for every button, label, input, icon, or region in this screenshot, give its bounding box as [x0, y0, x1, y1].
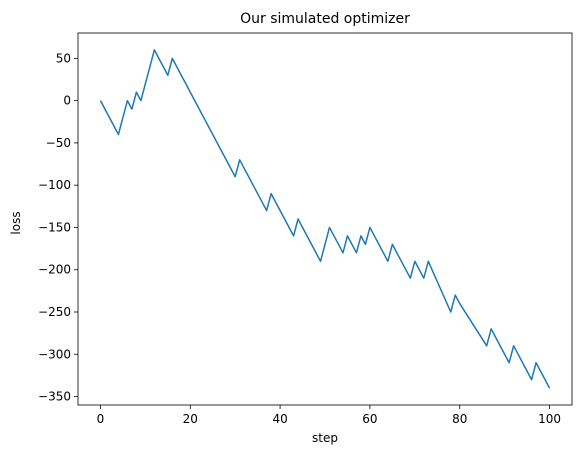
y-tick-label: 50	[56, 51, 71, 65]
y-tick-label: −250	[38, 305, 71, 319]
x-tick-label: 60	[362, 412, 377, 426]
y-tick-label: −50	[46, 136, 71, 150]
x-tick-label: 20	[183, 412, 198, 426]
y-tick-label: −350	[38, 390, 71, 404]
y-tick-label: −200	[38, 263, 71, 277]
series-line-0	[99, 49, 551, 389]
chart-title: Our simulated optimizer	[240, 11, 410, 27]
x-axis: 0 20 40 60 80 100	[97, 405, 561, 426]
y-tick-label: 0	[63, 94, 71, 108]
y-tick-label: −100	[38, 178, 71, 192]
y-tick-label: −300	[38, 347, 71, 361]
y-tick-label: −150	[38, 220, 71, 234]
x-tick-label: 0	[97, 412, 105, 426]
y-axis-label: loss	[9, 211, 23, 234]
x-tick-label: 100	[538, 412, 561, 426]
x-axis-label: step	[312, 431, 338, 445]
plot-frame	[77, 32, 573, 406]
plot-area	[77, 32, 573, 406]
x-tick-label: 80	[452, 412, 467, 426]
y-axis: −350 −300 −250 −200 −150 −100 −50 0 50	[38, 51, 78, 404]
x-tick-label: 40	[272, 412, 287, 426]
